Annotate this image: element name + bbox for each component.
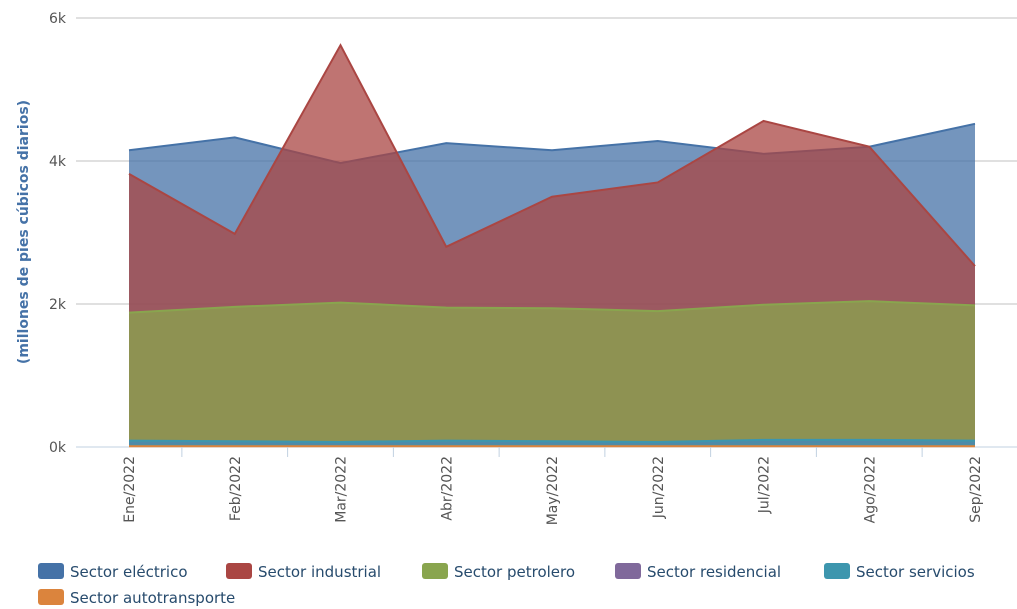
legend-symbol [38,563,64,579]
area-line [128,300,976,314]
x-tick-label: Sep/2022 [968,456,984,523]
legend-label: Sector autotransporte [70,589,235,607]
legend-symbol [38,589,64,605]
legend-label: Sector residencial [647,563,781,581]
legend-symbol [824,563,850,579]
y-tick-label: 4k [49,154,67,170]
y-tick-label: 6k [49,11,67,27]
y-axis-label: (millones de pies cúbicos diarios) [16,100,32,364]
legend-label: Sector industrial [258,563,381,581]
x-tick-label: Jun/2022 [651,456,667,519]
y-tick-label: 0k [49,440,67,456]
x-tick-label: Ago/2022 [862,456,878,523]
area-line [128,43,976,267]
y-tick-label: 2k [49,297,67,313]
area [129,301,975,447]
legend-label: Sector servicios [856,563,975,581]
area [129,439,975,447]
x-tick-label: Jul/2022 [757,456,773,514]
x-tick-label: May/2022 [545,456,561,525]
x-tick-label: Ene/2022 [122,456,138,523]
legend-symbol [422,563,448,579]
x-tick-label: Abr/2022 [439,456,455,521]
x-tick-label: Feb/2022 [228,456,244,521]
legend-symbol [226,563,252,579]
area-line [128,438,976,443]
legend-label: Sector eléctrico [70,563,188,581]
x-tick-label: Mar/2022 [334,456,350,523]
legend-symbol [615,563,641,579]
legend-label: Sector petrolero [454,563,575,581]
